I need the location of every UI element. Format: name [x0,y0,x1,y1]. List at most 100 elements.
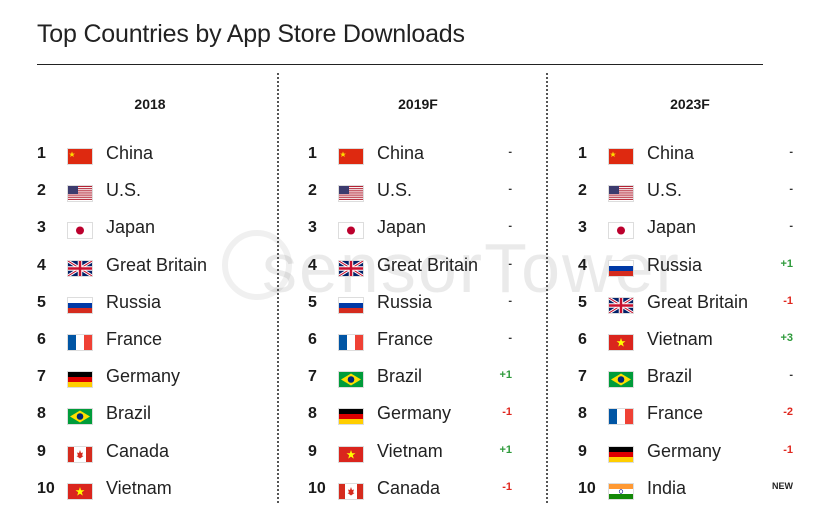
table-row: 2 U.S. - [308,180,568,204]
russia-flag-icon [67,296,93,314]
rank-number: 4 [308,256,317,274]
rank-change-badge: - [789,220,793,233]
table-row: 1 China - [308,143,568,167]
rank-change-badge: - [508,332,512,344]
japan-flag-icon [67,222,93,240]
country-name: France [106,329,163,349]
table-row: 4 Great Britain - [308,255,568,279]
uk-flag-icon [608,296,634,314]
rank-number: 4 [578,256,587,274]
brazil-flag-icon [67,408,93,426]
country-name: Russia [647,254,703,275]
title-rule [37,64,763,65]
rank-number: 1 [37,145,46,162]
country-name: Japan [647,217,697,238]
table-row: 5 Great Britain -1 [578,292,824,316]
table-row: 10 Vietnam [37,478,297,502]
table-row: 9 Canada [37,441,297,465]
country-name: Japan [377,217,427,238]
rank-number: 3 [578,219,587,237]
rank-change-badge: - [789,183,793,196]
usa-flag-icon [338,185,364,203]
rank-number: 5 [578,293,587,311]
vietnam-flag-icon [608,334,634,351]
table-row: 7 Brazil - [578,366,824,390]
france-flag-icon [338,334,364,351]
country-name: Great Britain [377,254,479,275]
country-name: China [647,143,695,163]
country-name: U.S. [647,180,683,201]
table-row: 3 Japan - [578,217,824,241]
country-name: Germany [647,440,722,461]
country-name: France [647,403,704,424]
uk-flag-icon [338,259,364,277]
russia-flag-icon [338,296,364,314]
rank-change-badge: - [789,146,793,158]
rank-number: 8 [578,405,587,423]
rank-number: 10 [308,479,326,497]
table-row: 1 China - [578,143,824,167]
table-row: 5 Russia - [308,292,568,316]
column-header-2018: 2018 [134,96,166,112]
table-row: 7 Germany [37,366,297,390]
country-name: India [647,477,687,498]
country-name: Brazil [647,366,693,387]
china-flag-icon [67,148,93,165]
rank-number: 5 [37,293,46,311]
rank-number: 6 [37,331,46,348]
country-name: U.S. [377,180,413,201]
france-flag-icon [608,408,634,426]
rank-change-badge: -1 [502,406,512,419]
country-name: Brazil [106,403,152,424]
column-divider-2 [546,73,548,503]
rank-change-badge: - [508,294,512,307]
china-flag-icon [608,148,634,165]
country-name: Germany [106,366,181,387]
rank-change-badge: -1 [783,294,793,307]
country-name: Japan [106,217,156,238]
country-name: Vietnam [647,329,713,349]
country-name: Great Britain [647,291,749,312]
france-flag-icon [67,334,93,351]
vietnam-flag-icon [67,482,93,500]
column-header-2023f: 2023F [670,96,710,112]
germany-flag-icon [338,408,364,426]
brazil-flag-icon [338,371,364,389]
usa-flag-icon [67,185,93,203]
rank-number: 5 [308,293,317,311]
rank-number: 3 [37,219,46,237]
column-divider-1 [277,73,279,503]
rank-number: 8 [308,405,317,423]
canada-flag-icon [67,445,93,463]
country-name: Great Britain [106,254,208,275]
country-name: Brazil [377,366,423,387]
country-name: Russia [106,291,162,312]
rank-number: 10 [578,479,596,497]
uk-flag-icon [67,259,93,277]
rank-change-badge: - [508,220,512,233]
china-flag-icon [338,148,364,165]
table-row: 2 U.S. [37,180,297,204]
rank-number: 8 [37,405,46,423]
table-row: 3 Japan - [308,217,568,241]
rank-change-badge: +3 [780,332,793,344]
rank-number: 3 [308,219,317,237]
rank-number: 9 [37,442,46,460]
rank-change-badge: -1 [783,443,793,456]
rank-change-badge: - [508,257,512,270]
table-row: 3 Japan [37,217,297,241]
rank-change-badge: +1 [780,257,793,270]
rank-change-badge: - [508,183,512,196]
rank-number: 9 [308,442,317,460]
table-row: 6 France - [308,329,568,353]
rank-number: 2 [308,182,317,200]
country-name: France [377,329,434,349]
rank-number: 1 [578,145,587,162]
country-name: China [106,143,154,163]
rank-number: 1 [308,145,317,162]
country-name: Russia [377,291,433,312]
japan-flag-icon [608,222,634,240]
rank-change-badge: +1 [499,369,512,382]
table-row: 8 France -2 [578,403,824,427]
rank-change-badge: -2 [783,406,793,419]
